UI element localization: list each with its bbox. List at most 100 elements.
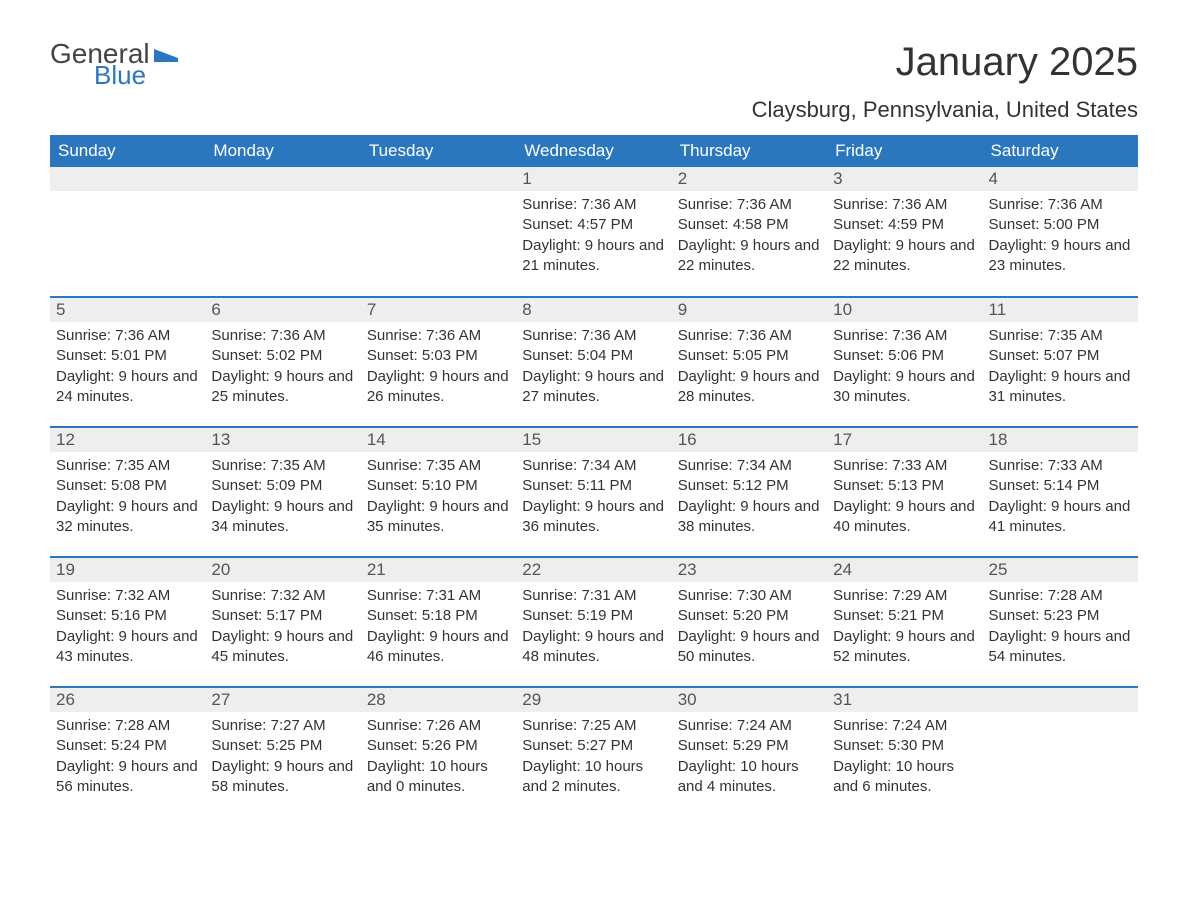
sunrise-line: Sunrise: 7:36 AM: [367, 326, 510, 346]
calendar-cell: 18Sunrise: 7:33 AMSunset: 5:14 PMDayligh…: [983, 427, 1138, 557]
day-number: 2: [672, 167, 827, 191]
calendar-cell: 6Sunrise: 7:36 AMSunset: 5:02 PMDaylight…: [205, 297, 360, 427]
calendar-week-row: 12Sunrise: 7:35 AMSunset: 5:08 PMDayligh…: [50, 427, 1138, 557]
sunset-line: Sunset: 5:20 PM: [678, 606, 821, 626]
calendar-cell: 12 Sunrise: 7:35 AMSunset: 5:08 PMDayligh…: [50, 427, 205, 557]
day-number: 8: [516, 298, 671, 322]
calendar-week-row: 1Sunrise: 7:36 AMSunset: 4:57 PMDaylight…: [50, 167, 1138, 297]
sunrise-line: Sunrise: 7:36 AM: [211, 326, 354, 346]
calendar-cell: 10Sunrise: 7:36 AMSunset: 5:06 PMDayligh…: [827, 297, 982, 427]
sunrise-line: Sunrise: 7:36 AM: [522, 326, 665, 346]
calendar-cell: 27Sunrise: 7:27 AMSunset: 5:25 PMDayligh…: [205, 687, 360, 817]
calendar-cell: 24Sunrise: 7:29 AMSunset: 5:21 PMDayligh…: [827, 557, 982, 687]
sunrise-line: Sunrise: 7:35 AM: [211, 456, 354, 476]
daylight-line: Daylight: 9 hours and 52 minutes.: [833, 627, 976, 668]
calendar-cell: 11Sunrise: 7:35 AMSunset: 5:07 PMDayligh…: [983, 297, 1138, 427]
sunset-line: Sunset: 5:24 PM: [56, 736, 199, 756]
day-number: 4: [983, 167, 1138, 191]
sunset-line: Sunset: 4:58 PM: [678, 215, 821, 235]
daylight-line: Daylight: 9 hours and 43 minutes.: [56, 627, 199, 668]
sunrise-line: Sunrise: 7:32 AM: [211, 586, 354, 606]
calendar-cell: 26Sunrise: 7:28 AMSunset: 5:24 PMDayligh…: [50, 687, 205, 817]
day-number: 19: [50, 558, 205, 582]
day-data: Sunrise: 7:36 AMSunset: 5:00 PMDaylight:…: [983, 191, 1138, 286]
sunrise-line: Sunrise: 7:26 AM: [367, 716, 510, 736]
sunrise-line: Sunrise: 7:36 AM: [678, 326, 821, 346]
calendar-cell: [983, 687, 1138, 817]
daylight-line: Daylight: 9 hours and 23 minutes.: [989, 236, 1132, 277]
calendar-cell: 7Sunrise: 7:36 AMSunset: 5:03 PMDaylight…: [361, 297, 516, 427]
day-number: 18: [983, 428, 1138, 452]
day-number: 10: [827, 298, 982, 322]
day-data: Sunrise: 7:24 AMSunset: 5:29 PMDaylight:…: [672, 712, 827, 807]
daylight-line: Daylight: 9 hours and 31 minutes.: [989, 367, 1132, 408]
calendar-cell: 31Sunrise: 7:24 AMSunset: 5:30 PMDayligh…: [827, 687, 982, 817]
sunrise-line: Sunrise: 7:35 AM: [367, 456, 510, 476]
sunrise-line: Sunrise: 7:35 AM: [56, 456, 199, 476]
day-number: [361, 167, 516, 191]
calendar-cell: 13Sunrise: 7:35 AMSunset: 5:09 PMDayligh…: [205, 427, 360, 557]
sunset-line: Sunset: 5:10 PM: [367, 476, 510, 496]
sunset-line: Sunset: 5:23 PM: [989, 606, 1132, 626]
sunset-line: Sunset: 5:06 PM: [833, 346, 976, 366]
day-number: 16: [672, 428, 827, 452]
calendar-week-row: 26Sunrise: 7:28 AMSunset: 5:24 PMDayligh…: [50, 687, 1138, 817]
day-data: Sunrise: 7:33 AMSunset: 5:13 PMDaylight:…: [827, 452, 982, 547]
daylight-line: Daylight: 10 hours and 6 minutes.: [833, 757, 976, 798]
daylight-line: Daylight: 9 hours and 45 minutes.: [211, 627, 354, 668]
day-number: 28: [361, 688, 516, 712]
sunrise-line: Sunrise: 7:36 AM: [678, 195, 821, 215]
day-data: Sunrise: 7:27 AMSunset: 5:25 PMDaylight:…: [205, 712, 360, 807]
daylight-line: Daylight: 9 hours and 21 minutes.: [522, 236, 665, 277]
daylight-line: Daylight: 9 hours and 30 minutes.: [833, 367, 976, 408]
sunset-line: Sunset: 5:17 PM: [211, 606, 354, 626]
daylight-line: Daylight: 9 hours and 35 minutes.: [367, 497, 510, 538]
day-number: 15: [516, 428, 671, 452]
day-number: 14: [361, 428, 516, 452]
brand-logo: General Blue: [50, 40, 178, 88]
sunset-line: Sunset: 5:29 PM: [678, 736, 821, 756]
daylight-line: Daylight: 10 hours and 0 minutes.: [367, 757, 510, 798]
calendar-cell: 4Sunrise: 7:36 AMSunset: 5:00 PMDaylight…: [983, 167, 1138, 297]
daylight-line: Daylight: 9 hours and 32 minutes.: [56, 497, 199, 538]
calendar-week-row: 5Sunrise: 7:36 AMSunset: 5:01 PMDaylight…: [50, 297, 1138, 427]
day-data: Sunrise: 7:36 AMSunset: 5:03 PMDaylight:…: [361, 322, 516, 417]
calendar-cell: 5Sunrise: 7:36 AMSunset: 5:01 PMDaylight…: [50, 297, 205, 427]
sunset-line: Sunset: 4:57 PM: [522, 215, 665, 235]
sunset-line: Sunset: 4:59 PM: [833, 215, 976, 235]
calendar-cell: 21Sunrise: 7:31 AMSunset: 5:18 PMDayligh…: [361, 557, 516, 687]
day-data: Sunrise: 7:36 AMSunset: 5:05 PMDaylight:…: [672, 322, 827, 417]
sunset-line: Sunset: 5:21 PM: [833, 606, 976, 626]
day-number: 13: [205, 428, 360, 452]
sunset-line: Sunset: 5:08 PM: [56, 476, 199, 496]
day-data: Sunrise: 7:36 AMSunset: 4:58 PMDaylight:…: [672, 191, 827, 286]
sunrise-line: Sunrise: 7:36 AM: [56, 326, 199, 346]
daylight-line: Daylight: 9 hours and 40 minutes.: [833, 497, 976, 538]
calendar-cell: 25Sunrise: 7:28 AMSunset: 5:23 PMDayligh…: [983, 557, 1138, 687]
sunset-line: Sunset: 5:12 PM: [678, 476, 821, 496]
daylight-line: Daylight: 9 hours and 22 minutes.: [833, 236, 976, 277]
weekday-header: Wednesday: [516, 135, 671, 167]
sunrise-line: Sunrise: 7:36 AM: [989, 195, 1132, 215]
calendar-cell: 28Sunrise: 7:26 AMSunset: 5:26 PMDayligh…: [361, 687, 516, 817]
weekday-header: Monday: [205, 135, 360, 167]
day-data: Sunrise: 7:36 AMSunset: 5:06 PMDaylight:…: [827, 322, 982, 417]
daylight-line: Daylight: 9 hours and 58 minutes.: [211, 757, 354, 798]
daylight-line: Daylight: 9 hours and 41 minutes.: [989, 497, 1132, 538]
sunset-line: Sunset: 5:07 PM: [989, 346, 1132, 366]
day-number: 23: [672, 558, 827, 582]
calendar-cell: [361, 167, 516, 297]
daylight-line: Daylight: 9 hours and 54 minutes.: [989, 627, 1132, 668]
day-number: 9: [672, 298, 827, 322]
day-number: [50, 167, 205, 191]
sunrise-line: Sunrise: 7:28 AM: [56, 716, 199, 736]
weekday-header-row: SundayMondayTuesdayWednesdayThursdayFrid…: [50, 135, 1138, 167]
sunset-line: Sunset: 5:03 PM: [367, 346, 510, 366]
day-data: Sunrise: 7:35 AMSunset: 5:10 PMDaylight:…: [361, 452, 516, 547]
day-number: 12: [50, 428, 205, 452]
calendar-week-row: 19Sunrise: 7:32 AMSunset: 5:16 PMDayligh…: [50, 557, 1138, 687]
day-data: Sunrise: 7:36 AMSunset: 4:59 PMDaylight:…: [827, 191, 982, 286]
sunrise-line: Sunrise: 7:29 AM: [833, 586, 976, 606]
sunset-line: Sunset: 5:04 PM: [522, 346, 665, 366]
sunrise-line: Sunrise: 7:27 AM: [211, 716, 354, 736]
